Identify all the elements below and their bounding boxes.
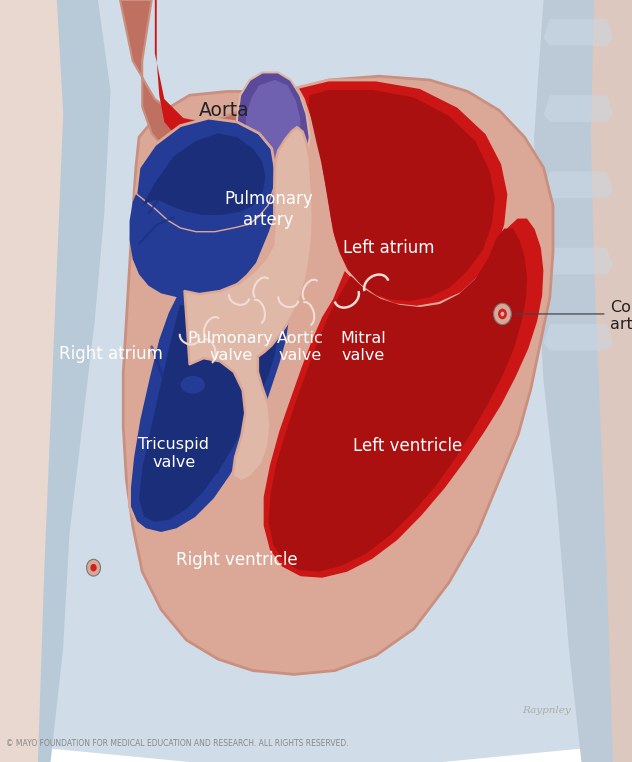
Text: Pulmonary
artery: Pulmonary artery: [224, 190, 313, 229]
Polygon shape: [544, 19, 613, 46]
Polygon shape: [136, 118, 275, 232]
Circle shape: [498, 309, 507, 319]
Polygon shape: [0, 0, 63, 762]
Circle shape: [87, 559, 100, 576]
Text: Pulmonary
valve: Pulmonary valve: [188, 331, 274, 363]
Polygon shape: [544, 171, 613, 198]
Polygon shape: [308, 90, 495, 301]
Polygon shape: [142, 133, 265, 215]
Text: Right ventricle: Right ventricle: [176, 551, 298, 569]
Polygon shape: [544, 248, 613, 274]
Text: Aorta: Aorta: [199, 101, 250, 120]
Polygon shape: [591, 0, 632, 762]
Text: Left atrium: Left atrium: [343, 239, 434, 257]
Circle shape: [90, 564, 97, 572]
Polygon shape: [139, 255, 278, 522]
Polygon shape: [237, 72, 310, 187]
Text: Left ventricle: Left ventricle: [353, 437, 462, 455]
Ellipse shape: [180, 376, 205, 395]
Polygon shape: [155, 0, 281, 146]
Polygon shape: [544, 324, 613, 351]
Polygon shape: [0, 0, 111, 762]
Circle shape: [501, 312, 504, 316]
Text: Coronary
artery: Coronary artery: [610, 300, 632, 332]
Text: Mitral
valve: Mitral valve: [341, 331, 386, 363]
Text: Right atrium: Right atrium: [59, 345, 162, 363]
Polygon shape: [130, 244, 291, 533]
Text: © MAYO FOUNDATION FOR MEDICAL EDUCATION AND RESEARCH. ALL RIGHTS RESERVED.: © MAYO FOUNDATION FOR MEDICAL EDUCATION …: [6, 739, 349, 748]
Polygon shape: [120, 0, 291, 164]
Text: Aortic
valve: Aortic valve: [277, 331, 324, 363]
Polygon shape: [297, 80, 509, 307]
Polygon shape: [123, 76, 553, 674]
Polygon shape: [185, 127, 313, 482]
Polygon shape: [534, 0, 632, 762]
Polygon shape: [544, 95, 613, 122]
Text: Raypnley: Raypnley: [522, 706, 571, 715]
Ellipse shape: [243, 95, 307, 126]
Polygon shape: [130, 187, 275, 297]
Text: Tricuspid
valve: Tricuspid valve: [138, 437, 209, 469]
Circle shape: [494, 303, 511, 325]
Polygon shape: [262, 217, 545, 579]
Polygon shape: [246, 80, 301, 175]
Polygon shape: [269, 229, 527, 572]
